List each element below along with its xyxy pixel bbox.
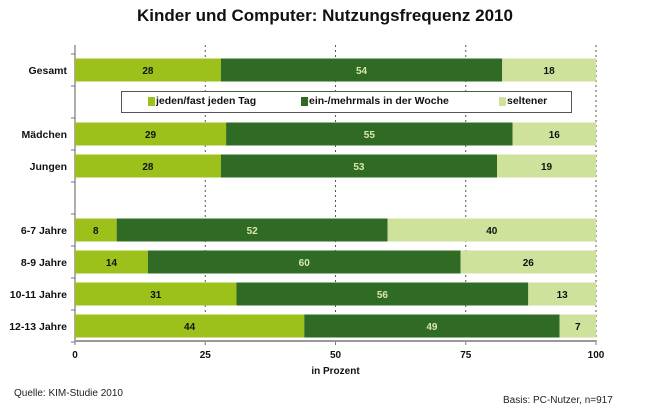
bar-segment bbox=[220, 58, 503, 82]
legend-swatch bbox=[499, 96, 506, 106]
legend-item-rarely: seltener bbox=[499, 95, 547, 107]
x-tick-label: 100 bbox=[588, 350, 605, 361]
category-label: 8-9 Jahre bbox=[21, 257, 67, 269]
bar-segment bbox=[528, 282, 596, 306]
data-label: 54 bbox=[356, 66, 368, 77]
legend-swatch bbox=[301, 96, 308, 106]
bar-segment bbox=[75, 282, 237, 306]
x-tick-label: 25 bbox=[200, 350, 212, 361]
bar-segment bbox=[304, 314, 560, 338]
x-tick-label: 0 bbox=[72, 350, 78, 361]
category-label: 10-11 Jahre bbox=[10, 289, 67, 301]
bar-segment bbox=[502, 58, 596, 82]
basis-note: Basis: PC-Nutzer, n=917 bbox=[503, 395, 613, 406]
data-label: 14 bbox=[106, 258, 118, 269]
bar-segment bbox=[497, 154, 596, 178]
category-label: Gesamt bbox=[28, 65, 67, 77]
data-label: 13 bbox=[557, 290, 569, 301]
data-label: 28 bbox=[142, 162, 154, 173]
x-tick-label: 50 bbox=[330, 350, 342, 361]
data-label: 60 bbox=[299, 258, 311, 269]
bar-segment bbox=[147, 250, 461, 274]
category-label: Mädchen bbox=[21, 129, 67, 141]
legend-label: seltener bbox=[507, 95, 548, 107]
source-note: Quelle: KIM-Studie 2010 bbox=[14, 388, 123, 399]
bar-segment bbox=[75, 314, 305, 338]
legend: jeden/fast jeden Tag ein-/mehrmals in de… bbox=[121, 91, 572, 113]
data-label: 56 bbox=[377, 290, 389, 301]
bar-segment bbox=[559, 314, 596, 338]
bar-segment bbox=[387, 218, 596, 242]
data-label: 16 bbox=[549, 130, 561, 141]
data-label: 19 bbox=[541, 162, 553, 173]
chart-title: Kinder und Computer: Nutzungsfrequenz 20… bbox=[137, 6, 513, 25]
category-label: 12-13 Jahre bbox=[9, 321, 67, 333]
x-tick-label: 75 bbox=[460, 350, 472, 361]
bar-segment bbox=[75, 58, 221, 82]
data-label: 49 bbox=[426, 322, 438, 333]
category-label: Jungen bbox=[30, 161, 67, 173]
bar-segment bbox=[75, 250, 148, 274]
data-label: 26 bbox=[523, 258, 535, 269]
category-label: 6-7 Jahre bbox=[21, 225, 67, 237]
bar-segment bbox=[460, 250, 596, 274]
bar-segment bbox=[75, 154, 221, 178]
data-label: 31 bbox=[150, 290, 162, 301]
bar-segment bbox=[75, 122, 227, 146]
legend-item-weekly: ein-/mehrmals in der Woche bbox=[301, 95, 449, 107]
bar-segment bbox=[512, 122, 596, 146]
legend-label: jeden/fast jeden Tag bbox=[156, 95, 257, 107]
data-label: 18 bbox=[544, 66, 556, 77]
legend-label: ein-/mehrmals in der Woche bbox=[309, 95, 449, 107]
data-label: 29 bbox=[145, 130, 157, 141]
legend-item-daily: jeden/fast jeden Tag bbox=[148, 95, 256, 107]
data-label: 7 bbox=[575, 322, 581, 333]
bar-segment bbox=[236, 282, 529, 306]
data-label: 28 bbox=[142, 66, 154, 77]
bar-segment bbox=[226, 122, 513, 146]
bar-segment bbox=[220, 154, 498, 178]
data-label: 8 bbox=[93, 226, 99, 237]
data-label: 44 bbox=[184, 322, 196, 333]
data-label: 40 bbox=[486, 226, 498, 237]
legend-swatch bbox=[148, 96, 155, 106]
bar-segment bbox=[75, 218, 117, 242]
bar-segment bbox=[116, 218, 388, 242]
data-label: 52 bbox=[247, 226, 259, 237]
x-axis-label: in Prozent bbox=[311, 366, 360, 377]
data-label: 53 bbox=[353, 162, 365, 173]
data-label: 55 bbox=[364, 130, 376, 141]
